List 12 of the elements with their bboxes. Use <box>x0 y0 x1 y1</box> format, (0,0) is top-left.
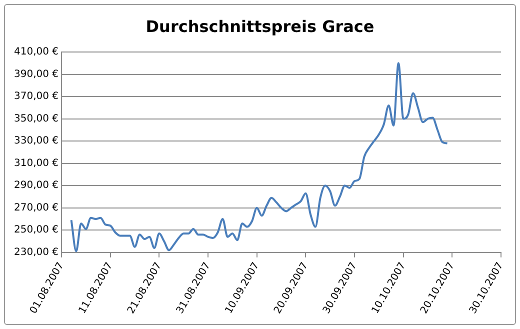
y-tick-label: 330,00 € <box>14 136 59 147</box>
y-tick-label: 390,00 € <box>14 68 59 80</box>
y-tick-label: 230,00 € <box>14 247 59 258</box>
y-tick-label: 250,00 € <box>14 224 59 236</box>
line-series <box>70 62 448 252</box>
y-tick-label: 310,00 € <box>14 158 59 169</box>
y-tick-label: 410,00 € <box>14 46 59 58</box>
chart-title: Durchschnittspreis Grace <box>144 17 376 36</box>
y-tick-label: 290,00 € <box>14 180 59 192</box>
y-tick-label: 370,00 € <box>14 91 59 102</box>
y-tick-label: 270,00 € <box>14 202 59 214</box>
y-tick-label: 350,00 € <box>14 113 59 124</box>
